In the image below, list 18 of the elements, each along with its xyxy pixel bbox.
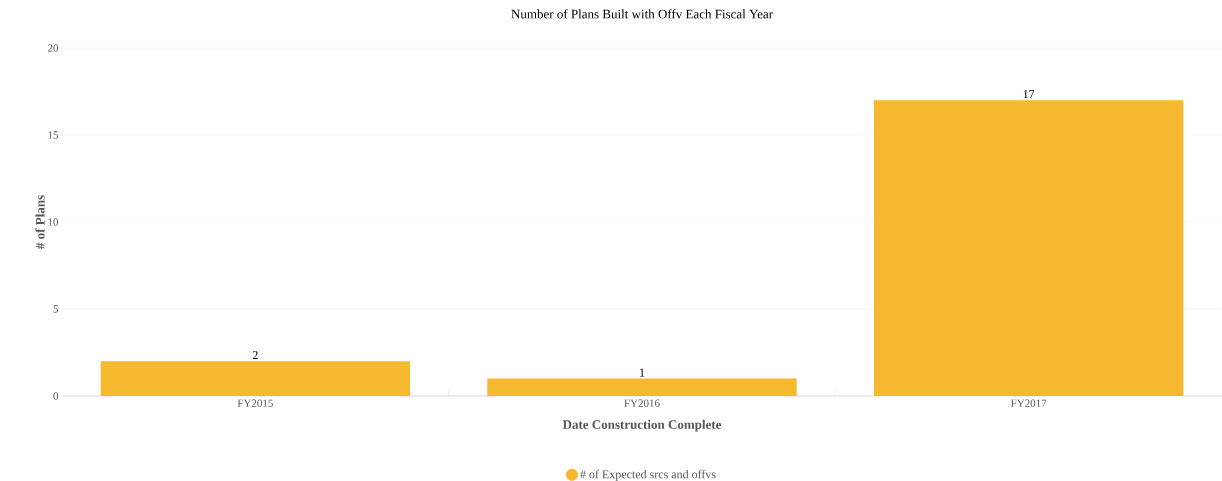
bar (100, 361, 410, 396)
y-tick-label: 0 (53, 392, 59, 400)
y-tick-label: 10 (48, 218, 59, 226)
x-tick-label: FY2015 (237, 399, 273, 407)
x-tick-label: FY2017 (1010, 399, 1047, 407)
x-tick-label: FY2016 (624, 399, 660, 407)
y-tick-label: 20 (47, 44, 59, 52)
bar (873, 100, 1184, 396)
y-axis-title: # of Plans (35, 195, 45, 249)
bar (487, 378, 797, 396)
y-tick-label: 5 (53, 305, 59, 313)
data-label: 2 (252, 351, 258, 359)
data-label: 17 (1023, 90, 1035, 98)
chart-title: Number of Plans Built with Offv Each Fiscal Year (511, 9, 773, 19)
legend-label: # of Expected srcs and offvs (580, 469, 716, 481)
y-tick-label: 15 (48, 131, 59, 139)
data-label: 1 (640, 368, 645, 377)
x-axis-title: Date Construction Complete (562, 419, 722, 432)
